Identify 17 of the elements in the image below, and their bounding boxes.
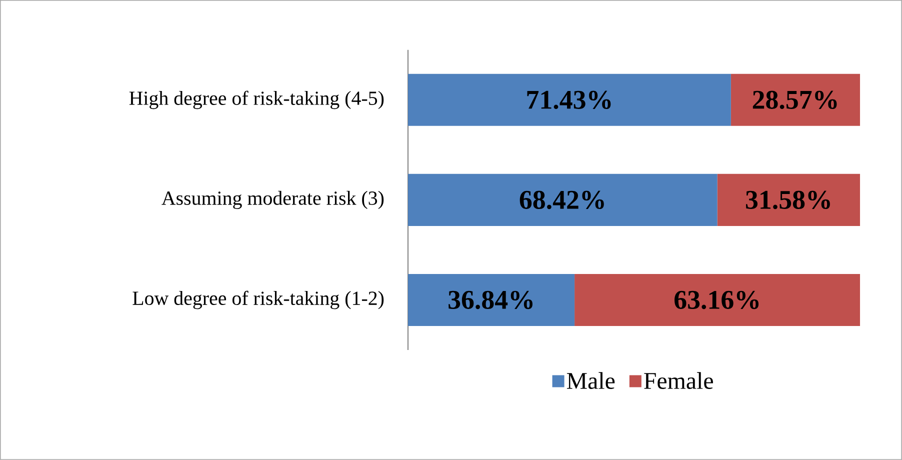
data-label: 28.57% [752,90,837,110]
bar [408,274,575,326]
y-tick-label: Assuming moderate risk (3) [162,190,384,210]
bar [730,74,860,126]
legend-label: Female [644,372,713,390]
data-label: 68.42% [520,190,604,210]
data-label: 71.43% [527,90,611,110]
y-tick-label: High degree of risk-taking (4-5) [129,90,384,110]
data-label: 63.16% [674,290,759,310]
bar [717,174,860,226]
y-tick-label: Low degree of risk-taking (1-2) [132,290,384,310]
bar [574,274,860,326]
data-label: 36.84% [448,290,532,310]
bar [408,74,731,126]
data-label: 31.58% [746,190,830,210]
legend-label: Male [566,372,615,390]
bar [408,174,718,226]
